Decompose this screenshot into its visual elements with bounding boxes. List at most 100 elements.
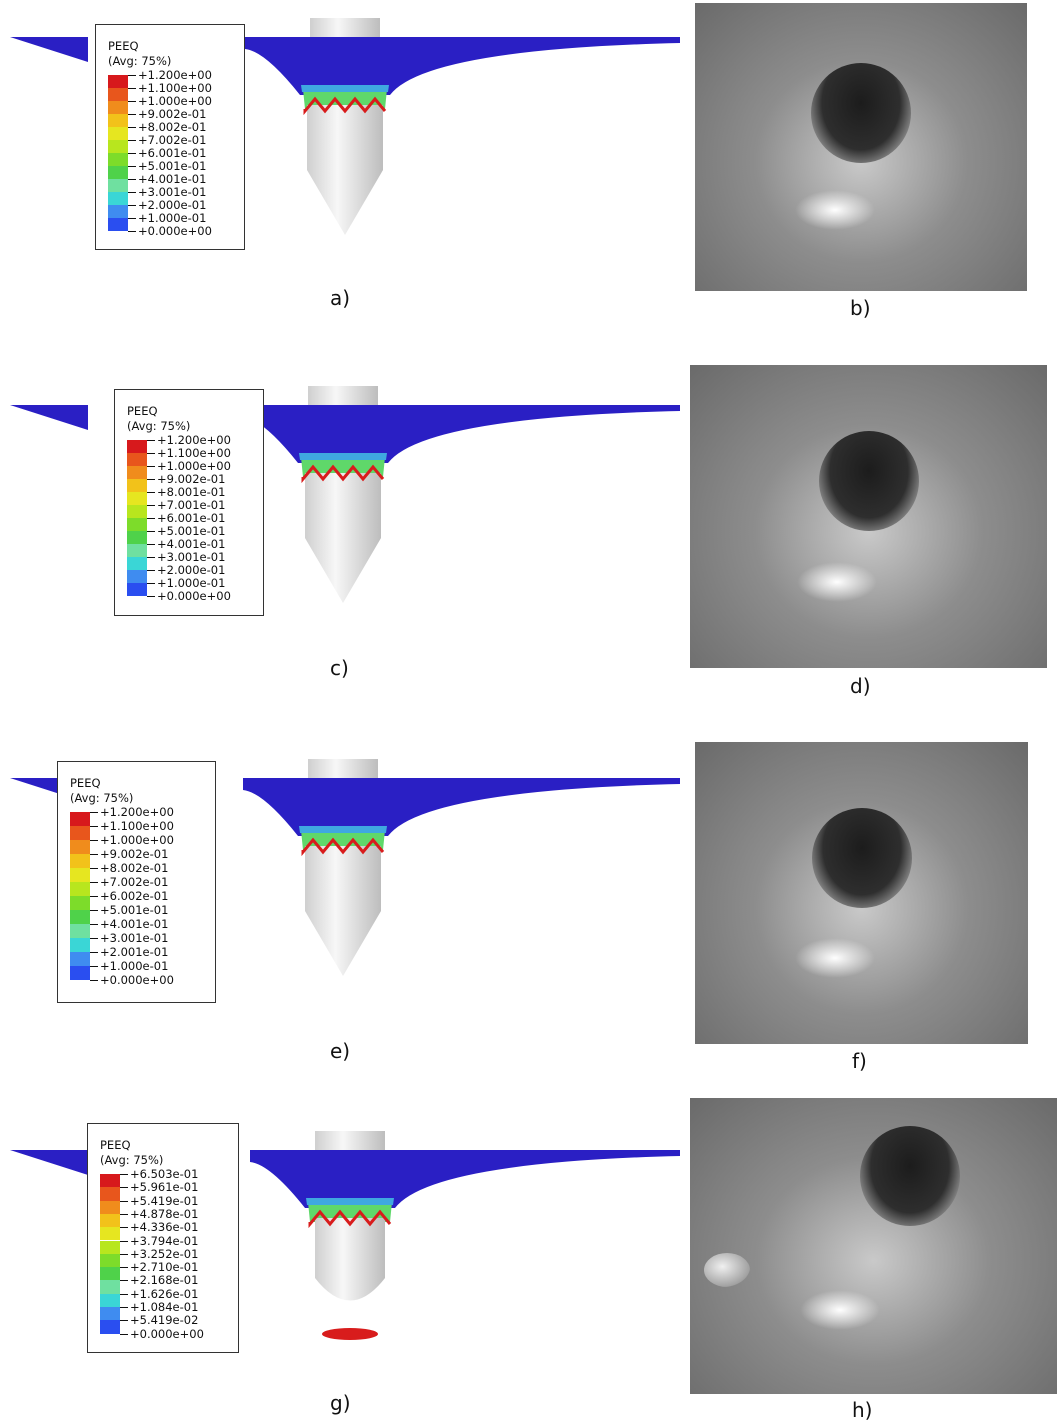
legend-title: PEEQ — [70, 776, 101, 790]
legend-label: +1.200e+00 — [100, 805, 174, 819]
strain-band — [301, 830, 385, 850]
legend-tick — [120, 1307, 128, 1308]
legend-label: +3.001e-01 — [157, 550, 226, 564]
legend: PEEQ (Avg: 75%) +1.200e+00 +1.100e+00 +1.000… — [95, 24, 245, 250]
plate — [10, 1150, 680, 1208]
legend-tick — [128, 153, 136, 154]
plug-fragment — [704, 1253, 750, 1287]
legend-title: PEEQ — [100, 1138, 131, 1152]
legend-label: +1.626e-01 — [130, 1286, 199, 1301]
legend-label: +3.794e-01 — [130, 1233, 199, 1248]
legend-subtitle: (Avg: 75%) — [127, 419, 191, 433]
legend-tick — [90, 966, 98, 967]
color-swatch — [127, 544, 147, 557]
legend-label: +4.001e-01 — [138, 172, 207, 186]
legend-label: +6.001e-01 — [138, 146, 207, 160]
photograph — [690, 1098, 1057, 1394]
color-swatch — [70, 924, 90, 938]
color-swatch — [100, 1227, 120, 1241]
legend-title: PEEQ — [127, 404, 158, 418]
panel-label: h) — [852, 1398, 873, 1422]
legend-tick — [120, 1293, 128, 1295]
legend-label: +4.001e-01 — [157, 537, 226, 551]
legend-label: +1.000e-01 — [138, 211, 207, 225]
color-swatch — [108, 179, 128, 192]
color-swatch — [127, 518, 147, 531]
legend-tick — [120, 1280, 128, 1282]
legend-label: +2.710e-01 — [130, 1260, 199, 1275]
color-swatch — [127, 453, 147, 466]
legend-tick — [128, 231, 136, 232]
color-swatch — [70, 896, 90, 910]
legend-tick — [90, 924, 98, 925]
panel-label: f) — [852, 1049, 867, 1073]
legend-label: +0.000e+00 — [138, 224, 212, 238]
highlight — [794, 190, 875, 231]
legend-label: +2.168e-01 — [130, 1273, 199, 1288]
legend-label: +5.001e-01 — [100, 903, 169, 917]
panel-label: a) — [330, 286, 351, 310]
legend-tick — [128, 140, 136, 141]
legend-tick — [147, 544, 155, 545]
color-swatch — [127, 466, 147, 479]
legend-label: +9.002e-01 — [157, 472, 226, 486]
legend-label: +7.002e-01 — [100, 875, 169, 889]
legend-label: +3.001e-01 — [100, 931, 169, 945]
photograph — [695, 3, 1027, 291]
color-swatch — [100, 1253, 120, 1268]
panel-label: c) — [330, 656, 349, 680]
color-swatch — [108, 153, 128, 166]
photograph — [690, 365, 1047, 668]
legend-subtitle: (Avg: 75%) — [70, 791, 134, 805]
legend-label: +1.100e+00 — [157, 446, 231, 460]
legend-tick — [90, 938, 98, 939]
legend-label: +4.878e-01 — [130, 1206, 199, 1221]
color-swatch — [108, 127, 128, 140]
color-swatch — [100, 1280, 120, 1294]
legend-tick — [147, 518, 155, 519]
legend-tick — [128, 127, 136, 128]
legend-tick — [90, 980, 98, 981]
legend-label: +5.419e-02 — [130, 1313, 199, 1328]
color-swatch — [127, 570, 147, 583]
legend-tick — [120, 1213, 128, 1215]
legend-label: +1.000e+00 — [157, 459, 231, 473]
legend-label: +8.002e-01 — [100, 861, 169, 875]
legend-tick — [90, 812, 98, 813]
projectile-shank — [308, 386, 378, 408]
legend-tick — [147, 505, 155, 506]
fracture-edge — [301, 837, 385, 857]
legend-label: +5.001e-01 — [157, 524, 226, 538]
color-swatch — [108, 75, 128, 88]
legend-tick — [147, 557, 155, 558]
legend-tick — [120, 1227, 128, 1229]
legend-tick — [128, 75, 136, 76]
projectile-body — [307, 105, 383, 235]
legend-tick — [120, 1253, 128, 1255]
legend-label: +1.000e-01 — [157, 576, 226, 590]
strain-band — [299, 826, 387, 833]
legend-label: +1.100e+00 — [100, 819, 174, 833]
color-swatch — [100, 1200, 120, 1214]
strain-band — [308, 1202, 392, 1222]
color-swatch — [100, 1267, 120, 1281]
legend-tick — [128, 192, 136, 193]
panel-label: e) — [330, 1039, 351, 1063]
highlight — [794, 938, 875, 979]
hole — [811, 807, 912, 908]
photograph — [695, 742, 1028, 1044]
legend-label: +6.503e-01 — [130, 1167, 199, 1181]
legend-label: +4.336e-01 — [130, 1220, 199, 1235]
legend-label: +4.001e-01 — [100, 917, 169, 931]
strain-band — [306, 1198, 394, 1205]
color-swatch — [127, 505, 147, 518]
legend-label: +6.001e-01 — [157, 511, 226, 525]
plate — [10, 778, 680, 836]
legend-label: +2.000e-01 — [157, 563, 226, 577]
legend-label: +1.000e-01 — [100, 959, 169, 973]
legend-tick — [128, 166, 136, 167]
legend-tick — [120, 1174, 128, 1175]
legend-tick — [120, 1200, 128, 1202]
legend-tick — [90, 952, 98, 953]
legend-label: +1.084e-01 — [130, 1300, 199, 1314]
